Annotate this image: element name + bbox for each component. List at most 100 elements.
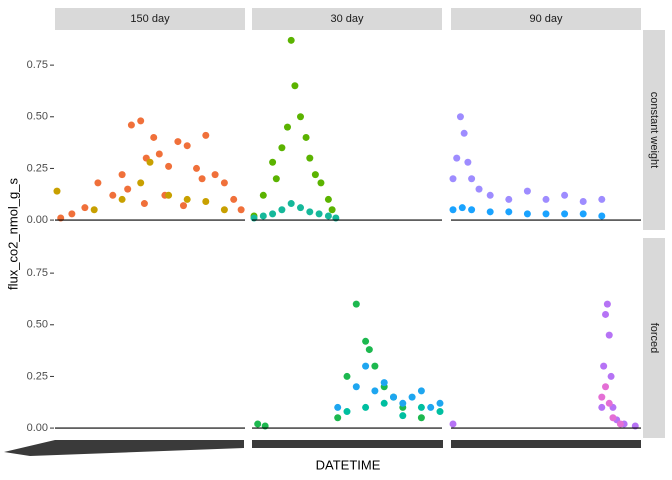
data-point [306,154,314,162]
data-point [174,138,182,146]
data-point [475,185,483,193]
data-point [561,191,569,199]
data-point [579,197,587,205]
data-point [598,212,606,220]
data-point [230,195,238,203]
data-point [542,210,550,218]
data-point [118,195,126,203]
data-point [616,420,624,428]
data-point [408,393,416,401]
data-point [291,82,299,90]
data-point [417,387,425,395]
data-point [202,197,210,205]
y-tick-label: 0.00 [27,214,48,226]
y-tick-label: 0.50 [27,319,48,331]
data-point [458,204,466,212]
data-point [371,387,379,395]
data-point [68,210,76,218]
data-point [90,206,98,214]
data-point [146,158,154,166]
data-point [427,403,435,411]
data-point [453,154,461,162]
data-point [311,171,319,179]
data-point [53,187,61,195]
column-strip-label: 150 day [130,13,170,25]
data-point [137,179,145,187]
data-point [259,212,267,220]
data-point [118,171,126,179]
data-point [297,113,304,121]
data-point [505,195,513,203]
data-point [362,403,370,411]
data-point [449,420,457,428]
data-point [302,133,310,141]
data-point [468,175,476,183]
data-point [542,195,550,203]
data-point [436,399,444,407]
data-point [324,195,332,203]
y-tick-label: 0.75 [27,59,48,71]
data-point [150,133,158,141]
column-strip-label: 30 day [330,13,364,25]
y-tick-label: 0.25 [27,370,48,382]
y-axis-title: flux_co2_nmol_g_s [5,177,20,290]
data-point [371,362,379,370]
data-point [486,191,494,199]
data-point [137,117,145,125]
x-tick-smear [4,440,641,456]
data-point [278,206,286,214]
row-strip [643,238,665,438]
data-point [417,403,425,411]
x-axis-title: DATETIME [316,457,381,472]
data-point [600,362,608,370]
data-point [605,399,613,407]
data-point [165,162,173,170]
data-point [165,191,173,199]
data-point [317,179,325,187]
data-point [269,210,277,218]
data-point [343,372,351,380]
data-point [486,208,494,216]
data-point [365,346,373,354]
data-point [362,362,370,370]
data-point [523,187,531,195]
data-point [269,158,277,166]
row-strip [643,30,665,230]
data-point [352,383,360,391]
data-point [94,179,102,187]
data-point [220,206,228,214]
data-point [198,175,206,183]
data-point [124,185,132,193]
data-point [464,158,472,166]
data-point [287,200,295,208]
data-point [283,123,291,131]
data-point [598,393,606,401]
data-point [179,202,187,210]
data-point [211,171,219,179]
data-point [579,210,587,218]
data-point [202,131,210,139]
data-point [334,403,342,411]
data-point [237,206,245,214]
data-point [297,204,304,212]
data-point [254,420,262,428]
data-point [362,337,370,345]
data-point [334,414,342,422]
data-point [380,399,388,407]
data-point [505,208,513,216]
row-strip-label: forced [648,323,660,354]
data-point [436,408,444,416]
data-point [183,142,191,150]
data-point [328,206,336,214]
column-strip [451,8,641,30]
data-point [603,300,611,308]
y-tick-label: 0.00 [27,422,48,434]
data-point [468,206,476,214]
data-point [155,150,163,158]
data-point [460,129,468,137]
data-point [140,200,148,208]
data-point [605,331,613,339]
data-point [561,210,569,218]
data-point [602,310,610,318]
data-point [220,179,228,187]
